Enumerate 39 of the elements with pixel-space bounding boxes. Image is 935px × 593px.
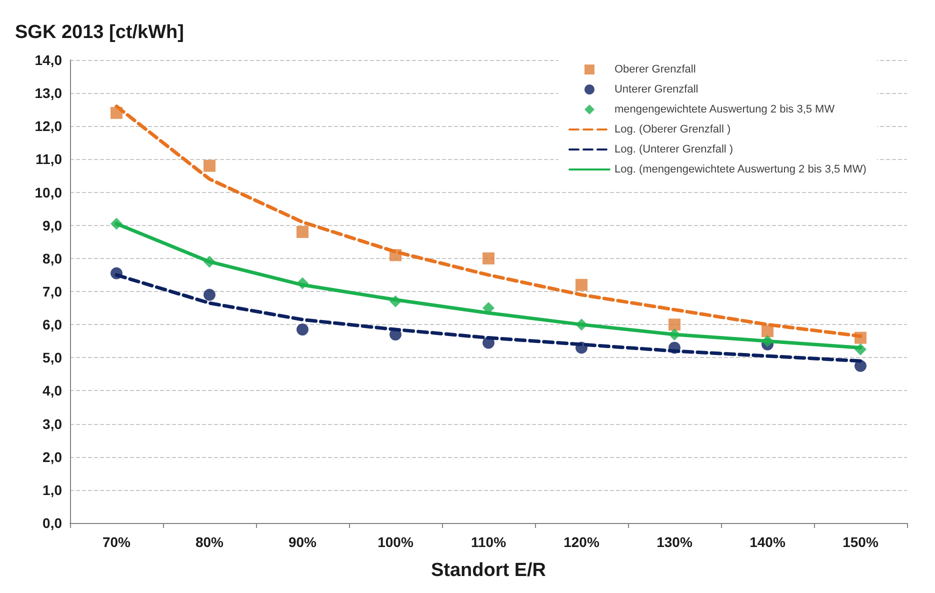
x-tick-label: 100% bbox=[378, 534, 414, 550]
legend-label: Log. (mengengewichtete Auswertung 2 bis 3,5 MW) bbox=[614, 164, 866, 176]
y-tick-label: 9,0 bbox=[42, 217, 62, 234]
point bbox=[296, 226, 308, 238]
y-tick-label: 10,0 bbox=[34, 184, 62, 200]
point bbox=[296, 324, 308, 336]
y-tick-label: 5,0 bbox=[42, 350, 62, 366]
x-tick-label: 120% bbox=[564, 534, 600, 550]
y-tick-label: 1,0 bbox=[42, 482, 62, 498]
x-tick-label: 70% bbox=[102, 534, 132, 550]
y-tick-label: 14,0 bbox=[34, 52, 62, 68]
x-tick-label: 150% bbox=[842, 534, 879, 550]
point bbox=[482, 252, 494, 264]
y-tick-label: 12,0 bbox=[34, 118, 62, 134]
y-tick-label: 8,0 bbox=[42, 250, 62, 266]
legend-label: mengengewichtete Auswertung 2 bis 3,5 MW bbox=[614, 104, 836, 116]
legend-label: Log. (Unterer Grenzfall ) bbox=[614, 144, 734, 156]
x-tick-label: 140% bbox=[750, 534, 786, 550]
point bbox=[576, 278, 588, 291]
y-tick-label: 6,0 bbox=[42, 316, 62, 333]
x-tick-label: 130% bbox=[656, 534, 693, 550]
point bbox=[668, 318, 680, 331]
y-tick-label: 13,0 bbox=[34, 85, 62, 102]
y-axis-title: SGK 2013 [ct/kWh] bbox=[15, 22, 184, 43]
legend-label: Oberer Grenzfall bbox=[614, 64, 696, 76]
x-axis-title: Standort E/R bbox=[430, 560, 546, 581]
y-tick-label: 11,0 bbox=[36, 151, 62, 168]
y-tick-label: 7,0 bbox=[42, 284, 62, 300]
legend-label: Unterer Grenzfall bbox=[614, 84, 698, 96]
y-tick-label: 0,0 bbox=[42, 515, 62, 531]
legend-label: Log. (Oberer Grenzfall ) bbox=[614, 124, 731, 136]
x-tick-label: 90% bbox=[288, 534, 318, 550]
y-tick-label: 3,0 bbox=[42, 416, 62, 432]
point bbox=[204, 288, 216, 301]
point bbox=[204, 160, 216, 172]
x-tick-label: 80% bbox=[195, 534, 224, 550]
x-tick-label: 110% bbox=[470, 534, 507, 550]
y-tick-label: 2,0 bbox=[42, 448, 62, 465]
y-tick-label: 4,0 bbox=[42, 382, 62, 399]
